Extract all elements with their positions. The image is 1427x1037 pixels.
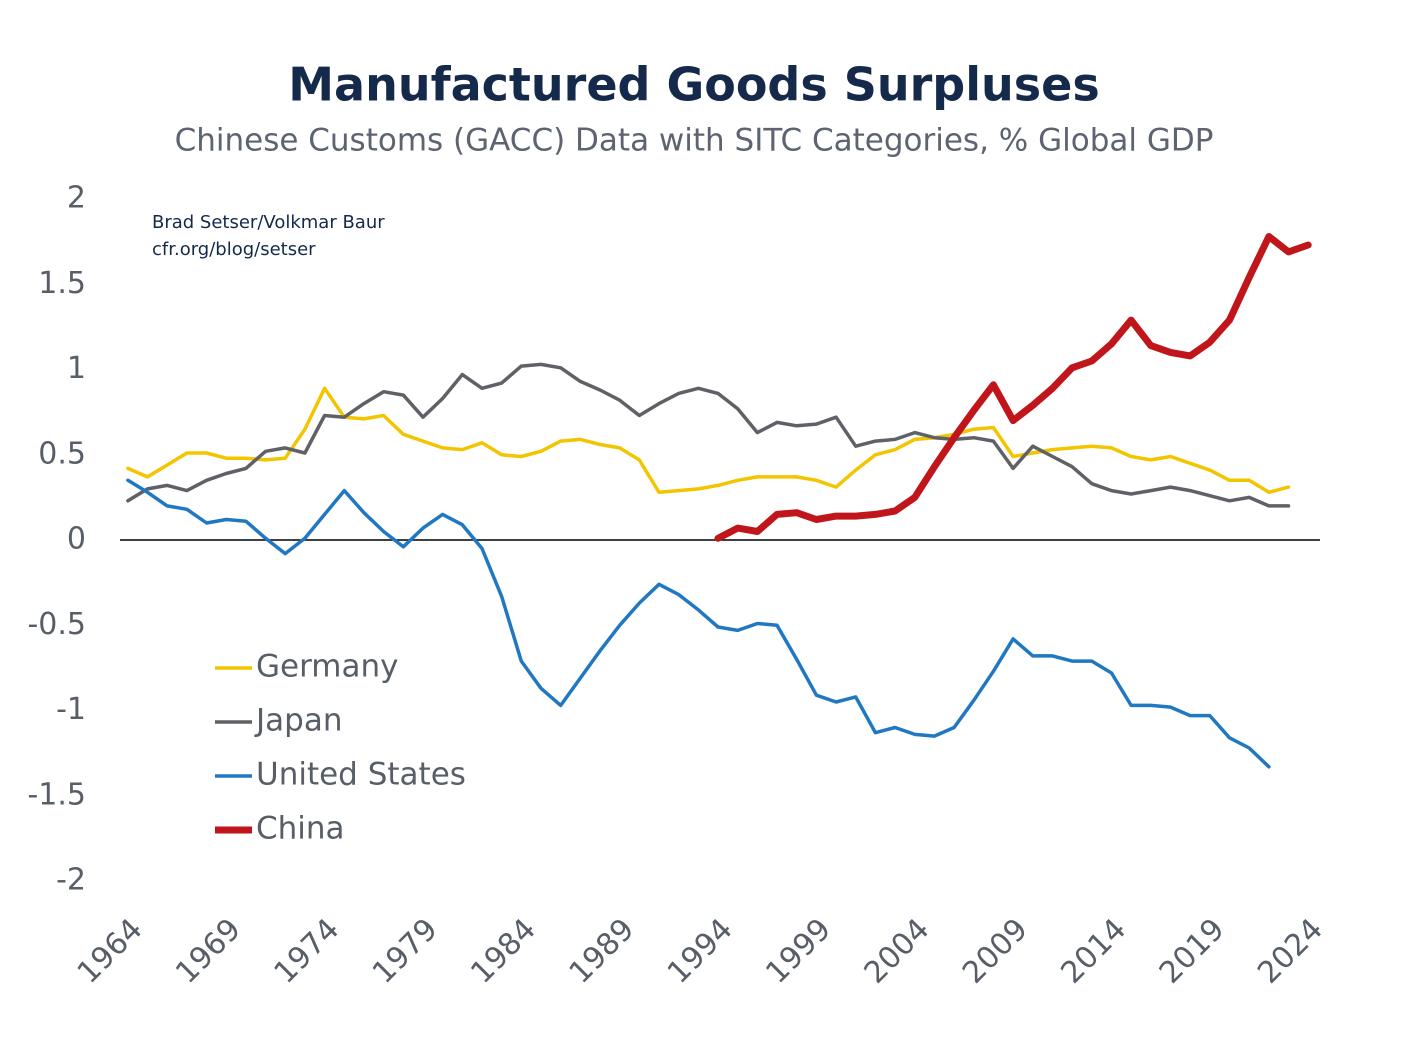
x-tick-label: 1989 [563, 912, 642, 991]
x-tick-label: 1984 [464, 912, 543, 991]
legend-label: Japan [254, 703, 342, 739]
x-tick-label: 1974 [268, 912, 347, 991]
legend-label: United States [256, 757, 466, 793]
legend-label: China [256, 811, 345, 847]
x-tick-label: 1979 [366, 912, 445, 991]
x-tick-label: 1999 [759, 912, 838, 991]
y-tick-label: -1 [56, 692, 86, 727]
y-tick-label: -1.5 [27, 777, 86, 812]
x-tick-label: 1969 [169, 912, 248, 991]
x-tick-label: 2004 [858, 912, 937, 991]
legend-label: Germany [256, 649, 398, 685]
series-line [126, 386, 1291, 495]
x-tick-label: 2009 [956, 912, 1035, 991]
x-tick-label: 1964 [71, 912, 150, 991]
series-line [126, 362, 1291, 508]
chart-title: Manufactured Goods Surpluses [288, 58, 1099, 112]
x-tick-label: 2024 [1251, 912, 1330, 991]
series-line [126, 478, 1271, 769]
series-line [714, 233, 1312, 542]
y-tick-label: 0 [67, 522, 86, 557]
y-tick-label: -2 [56, 863, 86, 898]
y-tick-label: 1 [67, 351, 86, 386]
y-tick-label: 1.5 [38, 266, 86, 301]
chart-subtitle: Chinese Customs (GACC) Data with SITC Ca… [175, 123, 1214, 159]
y-tick-label: 0.5 [38, 436, 86, 471]
annotation: cfr.org/blog/setser [152, 239, 316, 260]
x-tick-label: 2014 [1054, 912, 1133, 991]
annotation: Brad Setser/Volkmar Baur [152, 212, 385, 233]
x-tick-label: 1994 [661, 912, 740, 991]
y-tick-label: 2 [67, 181, 86, 216]
y-tick-label: -0.5 [27, 607, 86, 642]
x-tick-label: 2019 [1153, 912, 1232, 991]
